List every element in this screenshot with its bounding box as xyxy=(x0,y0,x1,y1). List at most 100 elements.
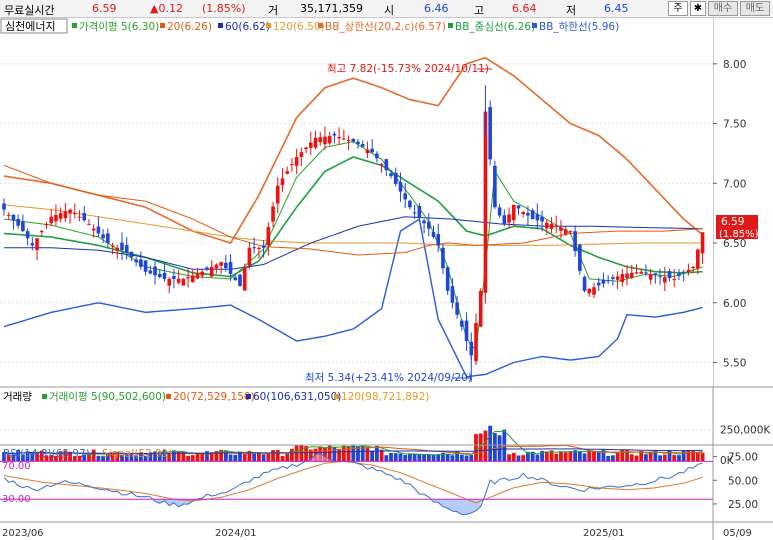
volume-bar xyxy=(554,453,559,461)
rsi-oversold-fill xyxy=(155,499,193,507)
candle-body xyxy=(30,243,35,246)
volume-bar xyxy=(138,452,143,461)
volume-bar xyxy=(360,446,365,461)
price-axis: 8.00 7.50 7.00 6.50 6.00 5.50 xyxy=(713,59,746,369)
candle-body xyxy=(49,216,53,224)
volume-bar xyxy=(592,451,596,461)
volume-bar xyxy=(521,455,526,461)
candle-body xyxy=(408,200,412,208)
week-button[interactable]: 주 xyxy=(668,1,688,16)
price-tick-label: 5.50 xyxy=(723,357,746,369)
volume-bar xyxy=(162,449,167,461)
candle-body xyxy=(143,260,148,272)
candle-body xyxy=(521,211,525,215)
volume-bar xyxy=(87,454,91,461)
rsi-line xyxy=(3,452,703,516)
candle-body xyxy=(545,222,549,229)
candle-body xyxy=(271,206,275,222)
sell-button[interactable]: 매도 xyxy=(740,1,770,16)
candle-body xyxy=(252,247,256,249)
volume-bar xyxy=(337,448,342,461)
volume-bar xyxy=(68,451,72,461)
candle-body xyxy=(403,193,407,200)
volume-bar xyxy=(431,454,436,461)
volume-bar xyxy=(644,454,648,461)
candle-body xyxy=(356,141,360,145)
volume-bar xyxy=(157,451,162,461)
candle-body xyxy=(285,171,289,174)
candle-body xyxy=(516,205,521,209)
candle-body xyxy=(526,212,530,216)
candle-body xyxy=(412,212,417,214)
candle-body xyxy=(559,227,563,231)
volume-bar xyxy=(219,449,224,461)
rsi-level-low: 30.00 xyxy=(2,494,31,505)
volume-bar xyxy=(91,449,96,461)
volume-bar xyxy=(483,430,488,461)
volume-bar xyxy=(540,450,544,461)
candle-body xyxy=(460,320,464,327)
volume-bar xyxy=(516,455,521,461)
open-value: 6.46 xyxy=(424,2,449,15)
legend-swatch xyxy=(532,23,537,28)
volume-bar xyxy=(72,455,77,461)
buy-button[interactable]: 매수 xyxy=(708,1,738,16)
candle-body xyxy=(384,159,389,171)
candle-body xyxy=(39,231,44,233)
candle-body xyxy=(611,277,615,279)
candle-body xyxy=(672,278,677,280)
price-tick-label: 7.00 xyxy=(723,178,746,190)
volume-bar xyxy=(393,453,398,461)
candle-body xyxy=(488,107,492,160)
candle-body xyxy=(96,226,101,234)
volume-bar xyxy=(209,452,214,461)
volume-bar xyxy=(54,455,58,461)
ma60-line xyxy=(4,216,703,270)
price-tag-value: 6.59 xyxy=(721,216,744,228)
volume-bar xyxy=(445,453,450,461)
candle-body xyxy=(507,214,511,223)
high-label: 고 xyxy=(474,4,485,17)
candle-body xyxy=(596,282,601,286)
volume-bar xyxy=(195,453,200,461)
volume-bar xyxy=(327,445,332,461)
volume-bar xyxy=(658,455,662,461)
price-tick-label: 8.00 xyxy=(723,59,746,71)
candle-body xyxy=(587,289,592,294)
volume-bar xyxy=(2,451,6,461)
volume-bar xyxy=(332,447,337,461)
candle-body xyxy=(620,274,625,283)
rsi-overbought-fill xyxy=(306,453,335,462)
candle-body xyxy=(6,214,11,216)
volume-bar xyxy=(573,450,578,461)
volume-bar xyxy=(304,446,308,461)
legend-vma5: 거래이평 5(90,502,600) xyxy=(49,391,166,403)
volume-bar xyxy=(559,451,563,461)
stock-chart[interactable]: 8.00 7.50 7.00 6.50 6.00 5.50 심천에너지 가격이평 5(6.… xyxy=(0,18,773,540)
volume-bar xyxy=(172,450,176,461)
legend-swatch xyxy=(218,23,223,28)
candle-body xyxy=(242,266,247,291)
candle-body xyxy=(261,245,266,248)
volume-bar xyxy=(681,450,686,461)
legend-swatch xyxy=(266,23,271,28)
gear-icon[interactable]: ✱ xyxy=(690,1,706,16)
volume-bar xyxy=(426,454,431,461)
rsi-level-high: 70.00 xyxy=(2,461,31,472)
candle-body xyxy=(351,138,356,142)
candle-body xyxy=(535,214,540,221)
candle-body xyxy=(82,213,87,221)
volume-bar xyxy=(549,450,554,461)
volume-bar xyxy=(384,455,389,461)
price-tag-pct: (1.85%) xyxy=(719,229,759,240)
volume-moving-averages xyxy=(3,430,703,456)
volume-bar xyxy=(615,451,620,461)
realtime-label: 무료실시간 xyxy=(4,4,55,17)
bb-lower-line xyxy=(3,217,703,378)
volume-bar xyxy=(417,454,422,461)
volume-bar xyxy=(648,451,653,461)
volume-label: 거 xyxy=(268,4,279,17)
candle-body xyxy=(441,247,445,269)
candle-body xyxy=(280,178,285,186)
date-label-2024-01: 2024/01 xyxy=(215,528,257,539)
